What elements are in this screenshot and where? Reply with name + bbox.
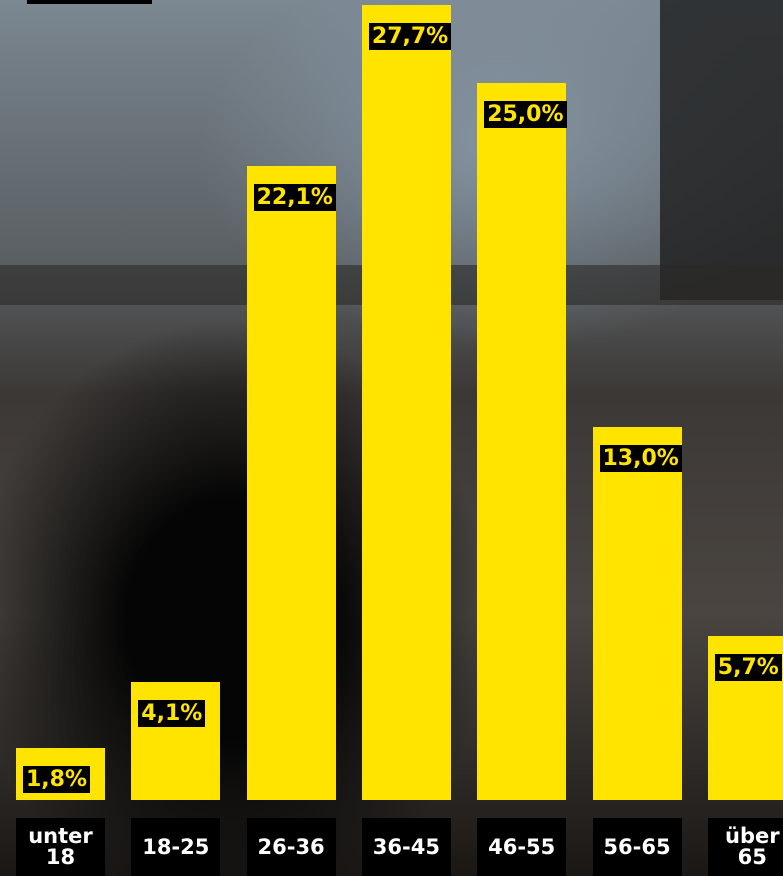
x-tick-label: über 65 — [707, 818, 783, 876]
value-label: 27,7% — [368, 23, 452, 50]
x-tick-label: unter 18 — [16, 818, 105, 876]
x-tick-label: 18-25 — [131, 818, 221, 876]
window-frame — [660, 0, 783, 300]
bar — [592, 426, 682, 800]
x-tick-label: 26-36 — [246, 818, 336, 876]
value-label: 13,0% — [599, 444, 682, 472]
bar — [361, 5, 451, 800]
top-banner — [27, 0, 152, 4]
value-label: 4,1% — [138, 700, 206, 728]
bar — [477, 82, 567, 800]
x-tick-label: 36-45 — [361, 818, 451, 876]
value-label: 25,0% — [484, 100, 567, 128]
value-label: 5,7% — [714, 654, 782, 682]
x-tick-label: 46-55 — [477, 818, 567, 876]
value-label: 22,1% — [253, 183, 336, 211]
bar — [246, 165, 336, 800]
value-label: 1,8% — [23, 766, 91, 794]
x-tick-label: 56-65 — [592, 818, 682, 876]
